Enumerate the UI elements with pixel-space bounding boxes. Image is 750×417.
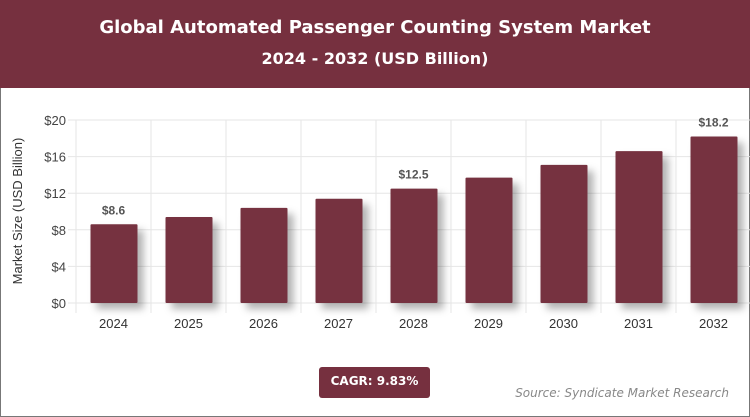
- bar-2030: [540, 164, 588, 303]
- bar-2031: [615, 151, 663, 303]
- x-tick-label: 2026: [249, 316, 278, 331]
- y-tick-label: $16: [44, 150, 66, 165]
- bar-2025: [165, 216, 213, 303]
- data-label: $18.2: [698, 115, 728, 129]
- chart-title: Global Automated Passenger Counting Syst…: [99, 17, 651, 38]
- bar-2029: [465, 177, 513, 303]
- x-tick-label: 2024: [99, 316, 128, 331]
- y-tick-label: $4: [52, 259, 66, 274]
- y-tick-label: $0: [52, 296, 66, 311]
- x-tick-label: 2030: [549, 316, 578, 331]
- bar-2024: [90, 224, 138, 303]
- data-label: $8.6: [102, 203, 126, 217]
- source-note: Source: Syndicate Market Research: [515, 386, 729, 400]
- chart-subtitle: 2024 - 2032 (USD Billion): [261, 49, 489, 68]
- bar-2032: [690, 136, 738, 303]
- bar-2027: [315, 198, 363, 303]
- chart-header: Global Automated Passenger Counting Syst…: [0, 0, 750, 88]
- cagr-badge: CAGR: 9.83%: [319, 367, 430, 398]
- x-tick-label: 2029: [474, 316, 503, 331]
- x-tick-label: 2028: [399, 316, 428, 331]
- x-tick-label: 2027: [324, 316, 353, 331]
- x-tick-label: 2031: [624, 316, 653, 331]
- x-tick-label: 2025: [174, 316, 203, 331]
- bar-2028: [390, 188, 438, 303]
- y-tick-label: $20: [44, 113, 66, 128]
- y-axis-label: Market Size (USD Billion): [10, 138, 25, 285]
- x-tick-label: 2032: [699, 316, 728, 331]
- bar-2026: [240, 207, 288, 303]
- data-label: $12.5: [398, 168, 428, 182]
- y-tick-label: $12: [44, 186, 66, 201]
- y-tick-label: $8: [52, 223, 66, 238]
